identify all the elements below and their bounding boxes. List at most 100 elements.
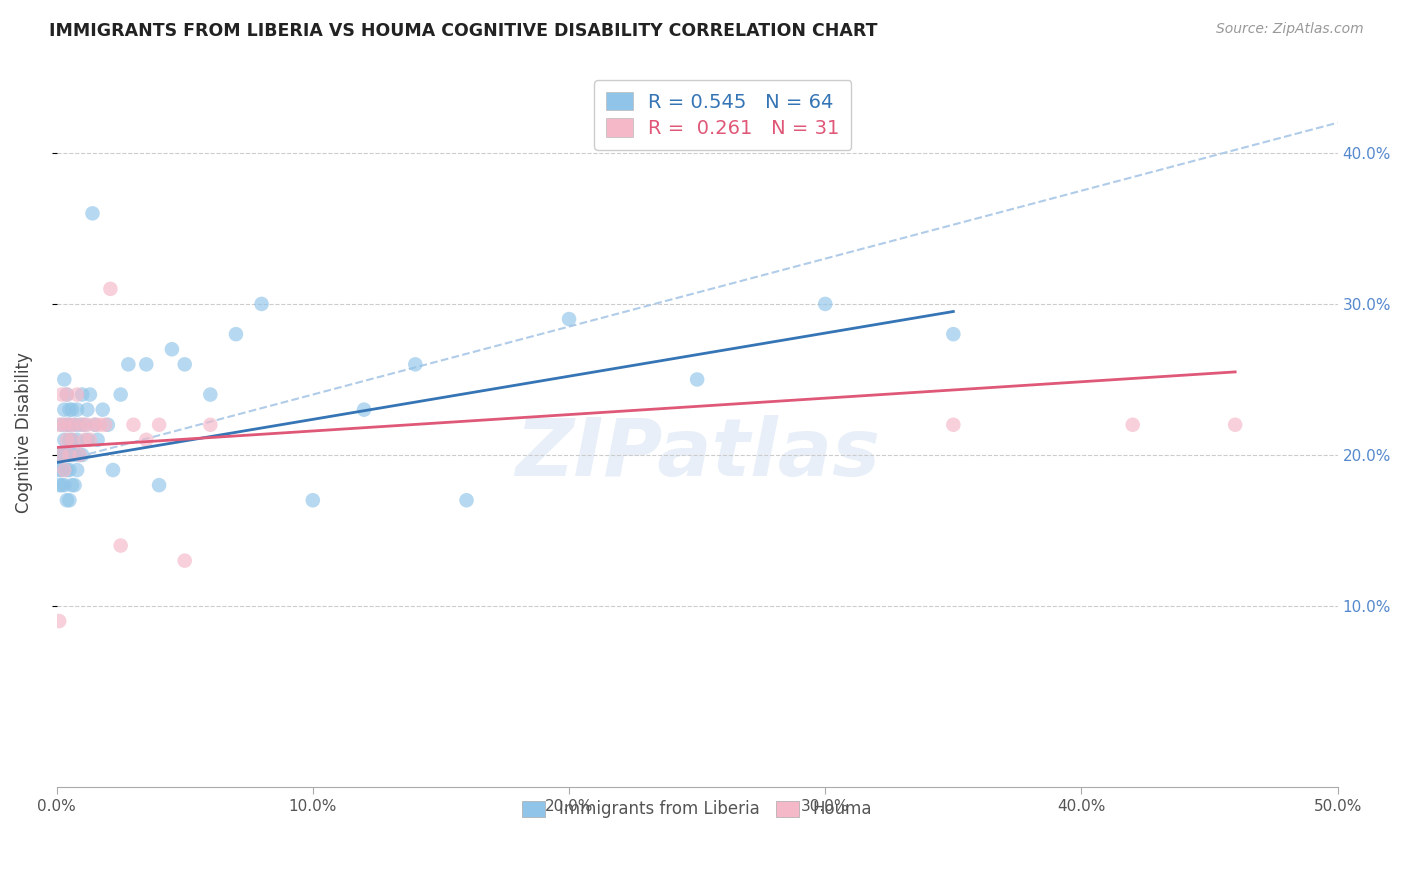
Point [122, 417, 145, 432]
Point [73, 433, 96, 447]
Point [686, 372, 709, 386]
Point [48, 614, 70, 628]
Point [53, 433, 76, 447]
Point [63, 448, 86, 462]
Point [173, 357, 195, 371]
Point [58, 493, 80, 508]
Point [1122, 417, 1144, 432]
Point [79, 387, 101, 401]
Point [173, 554, 195, 568]
Point [56, 387, 79, 401]
Point [51, 387, 73, 401]
Point [53, 463, 76, 477]
Point [53, 402, 76, 417]
Point [86, 433, 108, 447]
Point [160, 343, 183, 357]
Point [225, 327, 247, 342]
Point [58, 463, 80, 477]
Point [200, 387, 222, 401]
Point [53, 448, 76, 462]
Point [814, 297, 837, 311]
Point [51, 478, 73, 492]
Point [135, 357, 157, 371]
Point [51, 417, 73, 432]
Point [66, 463, 89, 477]
Point [101, 463, 124, 477]
Point [51, 448, 73, 462]
Point [110, 539, 132, 553]
Point [70, 448, 93, 462]
Point [76, 433, 98, 447]
Point [97, 417, 120, 432]
Point [942, 327, 965, 342]
Point [110, 387, 132, 401]
Point [60, 402, 83, 417]
Point [56, 387, 79, 401]
Point [89, 417, 111, 432]
Point [69, 448, 91, 462]
Point [51, 463, 73, 477]
Point [69, 448, 91, 462]
Point [48, 478, 70, 492]
Point [60, 448, 83, 462]
Point [250, 297, 273, 311]
Point [56, 417, 79, 432]
Point [48, 417, 70, 432]
Point [60, 433, 83, 447]
Point [56, 433, 79, 447]
Legend: Immigrants from Liberia, Houma: Immigrants from Liberia, Houma [516, 794, 879, 825]
Point [70, 387, 93, 401]
Point [73, 417, 96, 432]
Point [66, 387, 89, 401]
Point [94, 417, 117, 432]
Point [135, 433, 157, 447]
Point [56, 463, 79, 477]
Point [60, 478, 83, 492]
Point [148, 478, 170, 492]
Point [100, 282, 122, 296]
Point [58, 448, 80, 462]
Point [148, 417, 170, 432]
Point [63, 417, 86, 432]
Point [56, 493, 79, 508]
Point [58, 417, 80, 432]
Point [84, 417, 107, 432]
Text: ZIPatlas: ZIPatlas [515, 415, 880, 492]
Point [66, 433, 89, 447]
Point [58, 417, 80, 432]
Point [63, 417, 86, 432]
Point [69, 417, 91, 432]
Text: IMMIGRANTS FROM LIBERIA VS HOUMA COGNITIVE DISABILITY CORRELATION CHART: IMMIGRANTS FROM LIBERIA VS HOUMA COGNITI… [49, 22, 877, 40]
Point [53, 372, 76, 386]
Point [117, 357, 139, 371]
Point [63, 478, 86, 492]
Point [70, 417, 93, 432]
Text: Source: ZipAtlas.com: Source: ZipAtlas.com [1216, 22, 1364, 37]
Point [53, 417, 76, 432]
Point [404, 357, 426, 371]
Point [301, 493, 323, 508]
Point [51, 448, 73, 462]
Point [200, 417, 222, 432]
Point [53, 478, 76, 492]
Point [353, 402, 375, 417]
Point [58, 402, 80, 417]
Point [91, 402, 114, 417]
Point [456, 493, 478, 508]
Y-axis label: Cognitive Disability: Cognitive Disability [15, 351, 32, 513]
Point [79, 433, 101, 447]
Point [60, 433, 83, 447]
Point [942, 417, 965, 432]
Point [82, 206, 104, 220]
Point [58, 448, 80, 462]
Point [76, 417, 98, 432]
Point [56, 448, 79, 462]
Point [1223, 417, 1246, 432]
Point [58, 433, 80, 447]
Point [76, 402, 98, 417]
Point [66, 402, 89, 417]
Point [558, 312, 581, 326]
Point [48, 448, 70, 462]
Point [48, 463, 70, 477]
Point [84, 417, 107, 432]
